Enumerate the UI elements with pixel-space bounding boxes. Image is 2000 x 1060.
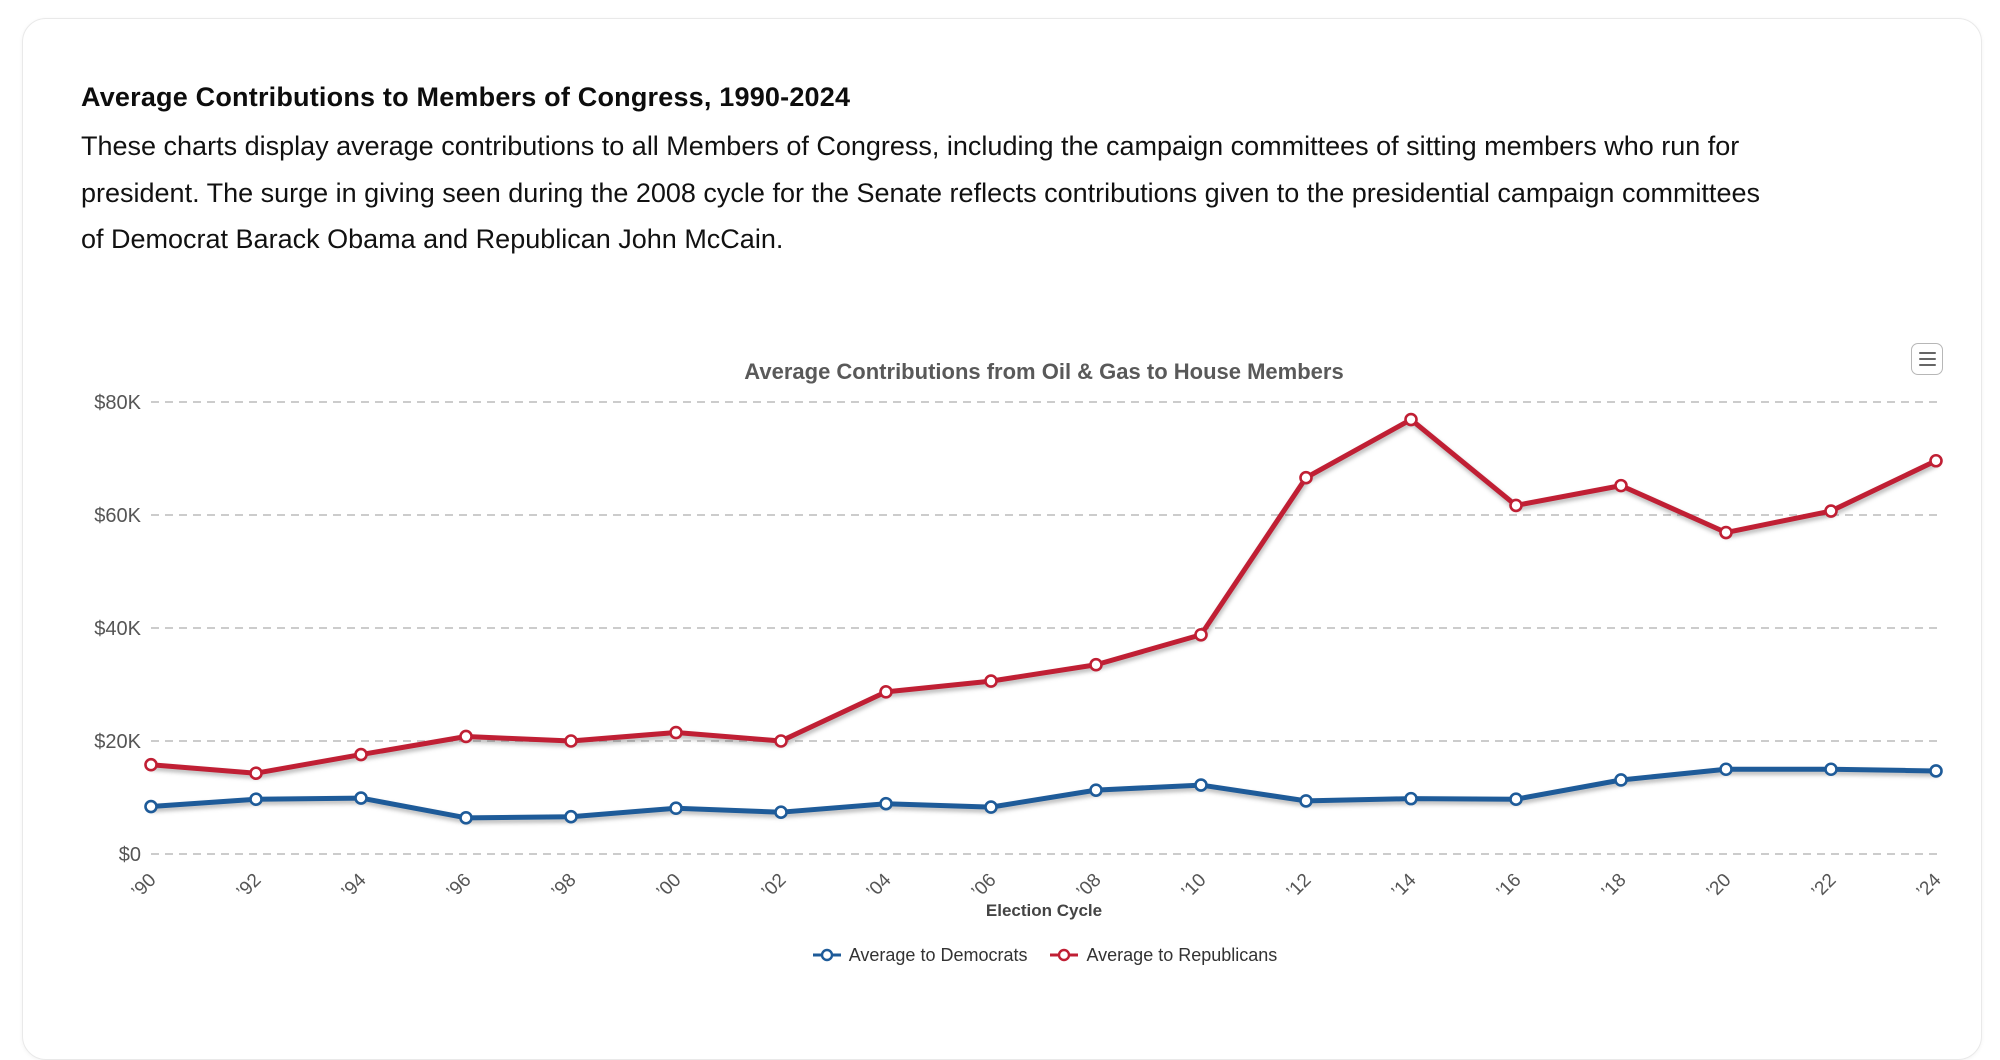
legend-label: Average to Democrats	[848, 944, 1028, 965]
legend-label: Average to Republicans	[1086, 944, 1278, 965]
data-point-marker[interactable]	[1614, 773, 1628, 787]
legend-item-democrats[interactable]: Average to Democrats	[812, 944, 1028, 966]
chart-legend: Average to Democrats Average to Republic…	[151, 940, 1938, 970]
x-axis-tick-label: ’04	[863, 869, 896, 902]
hamburger-menu-icon	[1918, 352, 1936, 354]
x-axis-tick-label: ’98	[548, 870, 581, 903]
x-axis-tick-label: ’12	[1283, 870, 1316, 903]
chart-title: Average Contributions from Oil & Gas to …	[744, 359, 1343, 384]
x-axis-tick-label: ’10	[1178, 870, 1211, 903]
data-point-marker[interactable]	[459, 811, 473, 825]
x-axis-tick-label: ’90	[128, 870, 161, 903]
x-axis-tick-label: ’94	[338, 869, 371, 902]
data-point-marker[interactable]	[669, 725, 683, 740]
data-point-marker[interactable]	[984, 674, 998, 688]
x-axis-tick-label: ’14	[1388, 869, 1421, 902]
data-point-marker[interactable]	[1929, 453, 1943, 468]
hamburger-menu-icon	[1918, 358, 1936, 360]
data-point-marker[interactable]	[1509, 498, 1523, 513]
data-point-marker[interactable]	[1089, 657, 1103, 672]
x-axis-tick-label: ’96	[443, 870, 476, 903]
data-point-marker[interactable]	[564, 734, 578, 748]
chart-context-menu-button[interactable]	[1911, 343, 1943, 375]
data-point-marker[interactable]	[144, 799, 158, 814]
y-axis-tick-label: $20K	[94, 731, 141, 753]
description-line: of Democrat Barack Obama and Republican …	[81, 224, 784, 254]
data-point-marker[interactable]	[144, 757, 158, 772]
data-point-marker[interactable]	[669, 801, 683, 816]
x-axis-tick-label: ’06	[968, 870, 1001, 903]
data-point-marker[interactable]	[1824, 762, 1838, 777]
data-point-marker[interactable]	[1509, 792, 1523, 806]
data-point-marker[interactable]	[354, 791, 368, 805]
x-axis-tick-label: ’92	[233, 870, 266, 903]
data-point-marker[interactable]	[1194, 627, 1208, 642]
x-axis-tick-label: ’08	[1073, 870, 1106, 903]
x-axis-tick-label: ’20	[1703, 870, 1736, 903]
data-point-marker[interactable]	[564, 809, 578, 824]
series-republicans	[144, 412, 1943, 781]
page-description: These charts display average contributio…	[81, 123, 1760, 263]
x-axis-tick-label: ’02	[758, 870, 791, 903]
y-axis-tick-label: $40K	[94, 618, 141, 640]
data-point-marker[interactable]	[459, 729, 473, 744]
hamburger-menu-icon	[1918, 364, 1936, 366]
data-point-marker[interactable]	[1194, 778, 1208, 792]
page-title: Average Contributions to Members of Cong…	[81, 82, 851, 112]
series-democrats	[144, 762, 1943, 825]
description-line: president. The surge in giving seen duri…	[81, 177, 1760, 208]
y-axis-tick-label: $60K	[94, 505, 141, 527]
data-point-marker[interactable]	[1404, 791, 1418, 806]
x-axis-labels: ’90 ’92 ’94 ’96 ’98 ’00 ’02 ’04 ’06 ’08 ’10 ’12 ’14 ’…	[128, 869, 1946, 902]
republicans-legend-marker-icon	[1050, 948, 1079, 962]
x-axis-tick-label: ’18	[1598, 870, 1631, 903]
y-axis-tick-label: $80K	[94, 392, 141, 414]
x-axis-tick-label: ’24	[1913, 869, 1946, 902]
y-axis-tick-label: $0	[119, 844, 141, 866]
data-point-marker[interactable]	[984, 800, 998, 814]
x-axis-tick-label: ’22	[1808, 870, 1841, 903]
data-point-marker[interactable]	[354, 747, 368, 762]
data-point-marker[interactable]	[1929, 764, 1943, 778]
data-point-marker[interactable]	[879, 796, 893, 811]
data-point-marker[interactable]	[879, 685, 893, 699]
data-point-marker[interactable]	[1089, 783, 1103, 797]
data-point-marker[interactable]	[1404, 412, 1418, 427]
data-point-marker[interactable]	[774, 734, 788, 748]
y-gridlines: $0 $20K $40K $60K $80K	[94, 392, 1938, 866]
x-axis-tick-label: ’16	[1493, 870, 1526, 903]
x-axis-title: Election Cycle	[986, 901, 1102, 920]
data-point-marker[interactable]	[1299, 794, 1313, 808]
data-point-marker[interactable]	[249, 792, 263, 806]
data-point-marker[interactable]	[774, 805, 788, 819]
data-point-marker[interactable]	[1824, 504, 1838, 518]
democrats-legend-marker-icon	[812, 948, 841, 962]
data-point-marker[interactable]	[249, 766, 263, 781]
data-point-marker[interactable]	[1614, 478, 1628, 493]
x-axis-tick-label: ’00	[653, 870, 686, 903]
data-point-marker[interactable]	[1719, 762, 1733, 777]
data-point-marker[interactable]	[1719, 525, 1733, 540]
description-line: These charts display average contributio…	[81, 131, 1740, 161]
legend-item-republicans[interactable]: Average to Republicans	[1049, 945, 1277, 966]
data-point-marker[interactable]	[1299, 470, 1313, 485]
line-chart: $0$20K$40K$60K$80K’90’92’94’96’98’00’02’…	[94, 359, 1946, 920]
content-card: Average Contributions to Members of Cong…	[22, 18, 1982, 1060]
